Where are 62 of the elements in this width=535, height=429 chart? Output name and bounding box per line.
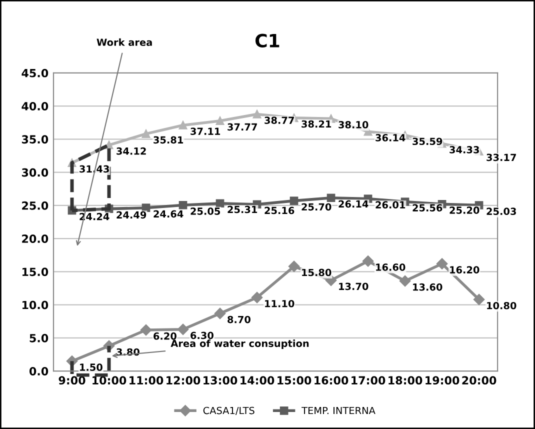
data-label: 16.60 [376, 264, 406, 271]
x-tick-label: 16:00 [314, 376, 348, 385]
data-label: 6.20 [154, 332, 176, 340]
annotation: Area of water consuption [170, 340, 309, 349]
x-tick-label: 11:00 [130, 376, 164, 385]
data-label: 25.70 [302, 203, 332, 211]
data-label: 25.05 [190, 208, 220, 215]
y-tick-label: 10.0 [22, 300, 48, 310]
y-tick-label: 15.0 [22, 268, 48, 276]
data-label: 1.50 [80, 364, 102, 371]
x-tick-label: 19:00 [426, 376, 460, 385]
legend-label: CASA1/LTS [203, 406, 254, 415]
data-label: 26.14 [338, 200, 368, 208]
x-tick-label: 10:00 [92, 376, 126, 385]
y-tick-label: 35.0 [22, 135, 48, 144]
data-label: 34.12 [116, 147, 146, 155]
data-label: 35.81 [154, 136, 184, 144]
data-label: 11.10 [265, 300, 294, 308]
data-label: 38.21 [302, 120, 332, 128]
x-tick-label: 14:00 [240, 376, 274, 385]
data-label: 24.49 [116, 211, 146, 219]
chart-title: C1 [255, 34, 280, 48]
data-label: 25.03 [486, 208, 516, 216]
x-tick-label: 18:00 [388, 376, 422, 385]
data-label: 36.14 [376, 134, 406, 142]
data-label: 37.77 [228, 123, 257, 131]
data-label: 25.16 [264, 206, 294, 214]
data-label: 26.01 [376, 201, 406, 209]
y-tick-label: 5.0 [30, 334, 48, 342]
data-label: 8.70 [228, 316, 250, 324]
x-tick-label: 13:00 [204, 376, 238, 385]
data-label: 37.11 [190, 128, 220, 135]
data-label: 35.59 [412, 138, 442, 146]
data-label: 24.64 [154, 210, 184, 218]
data-label: 16.20 [450, 266, 480, 274]
y-tick-label: 30.0 [22, 168, 48, 177]
data-label: 13.60 [413, 283, 442, 291]
y-tick-label: 45.0 [22, 68, 48, 78]
data-label: 13.70 [339, 282, 368, 290]
x-tick-label: 12:00 [166, 376, 200, 385]
data-label: 25.20 [450, 206, 480, 214]
y-tick-label: 25.0 [22, 201, 48, 210]
text: Work area [96, 38, 152, 46]
y-tick-label: 20.0 [22, 234, 48, 243]
data-label: 34.33 [450, 146, 479, 154]
legend-label: TEMP. INTERNA [302, 406, 376, 414]
data-label: 25.31 [228, 206, 258, 214]
data-label: 15.80 [302, 268, 332, 276]
x-tick-label: 20:00 [462, 376, 496, 385]
x-tick-label: 17:00 [352, 376, 386, 385]
data-label: 25.56 [412, 204, 442, 212]
data-label: 10.80 [487, 302, 516, 310]
data-label: 38.77 [264, 116, 294, 124]
data-label: 24.24 [80, 212, 110, 220]
y-tick-label: 40.0 [22, 102, 48, 110]
data-label: 31.43 [80, 165, 109, 173]
x-tick-label: 15:00 [278, 376, 312, 385]
data-label: 6.30 [190, 332, 214, 340]
x-tick-label: 9:00 [58, 376, 86, 385]
data-label: 38.10 [338, 121, 368, 128]
data-label: 33.17 [486, 154, 516, 162]
y-tick-label: 0.0 [29, 367, 48, 376]
